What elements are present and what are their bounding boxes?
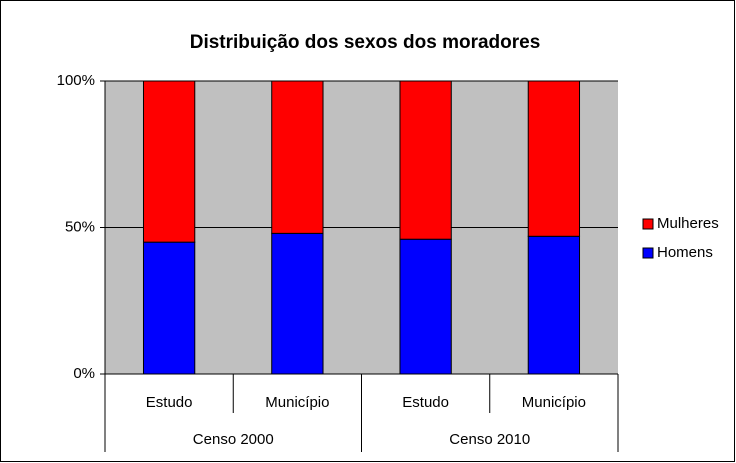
bar-segment bbox=[527, 80, 581, 237]
legend-label: Mulheres bbox=[657, 215, 719, 232]
chart-title: Distribuição dos sexos dos moradores bbox=[190, 32, 541, 53]
bar-segment bbox=[271, 80, 324, 234]
legend-swatch bbox=[642, 218, 654, 230]
group-label: Censo 2010 bbox=[449, 431, 530, 448]
legend-label: Homens bbox=[657, 244, 713, 261]
y-tick-label: 100% bbox=[57, 72, 95, 89]
x-tick-label: Município bbox=[522, 394, 586, 411]
bar-segment bbox=[271, 232, 324, 375]
bar-segment bbox=[527, 235, 581, 375]
y-tick-label: 50% bbox=[65, 218, 95, 235]
x-tick-label: Estudo bbox=[146, 394, 193, 411]
group-label: Censo 2000 bbox=[193, 431, 274, 448]
bar-segment bbox=[142, 241, 196, 375]
y-tick-label: 0% bbox=[73, 365, 95, 382]
bar-segment bbox=[399, 80, 452, 240]
x-tick-label: Município bbox=[265, 394, 329, 411]
x-tick-label: Estudo bbox=[402, 394, 449, 411]
legend-swatch bbox=[642, 247, 654, 259]
bar-segment bbox=[399, 238, 452, 375]
bar-segment bbox=[142, 80, 196, 243]
